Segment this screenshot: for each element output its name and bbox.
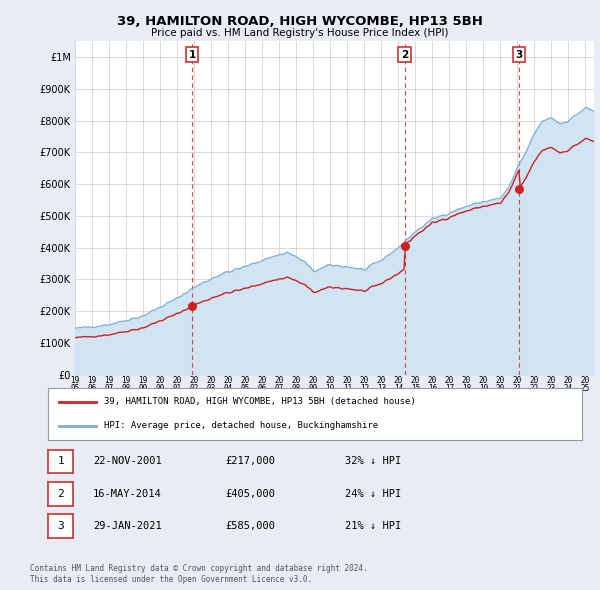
Text: 1: 1 [188,50,196,60]
Text: £585,000: £585,000 [225,522,275,531]
Text: 1: 1 [57,457,64,466]
Text: 24% ↓ HPI: 24% ↓ HPI [345,489,401,499]
Text: Contains HM Land Registry data © Crown copyright and database right 2024.: Contains HM Land Registry data © Crown c… [30,565,368,573]
Text: 21% ↓ HPI: 21% ↓ HPI [345,522,401,531]
Text: 39, HAMILTON ROAD, HIGH WYCOMBE, HP13 5BH: 39, HAMILTON ROAD, HIGH WYCOMBE, HP13 5B… [117,15,483,28]
Text: 16-MAY-2014: 16-MAY-2014 [93,489,162,499]
Text: 22-NOV-2001: 22-NOV-2001 [93,457,162,466]
Text: Price paid vs. HM Land Registry's House Price Index (HPI): Price paid vs. HM Land Registry's House … [151,28,449,38]
Text: £217,000: £217,000 [225,457,275,466]
Text: 2: 2 [401,50,408,60]
Text: HPI: Average price, detached house, Buckinghamshire: HPI: Average price, detached house, Buck… [104,421,378,430]
Text: 32% ↓ HPI: 32% ↓ HPI [345,457,401,466]
Text: 39, HAMILTON ROAD, HIGH WYCOMBE, HP13 5BH (detached house): 39, HAMILTON ROAD, HIGH WYCOMBE, HP13 5B… [104,397,416,406]
Text: 29-JAN-2021: 29-JAN-2021 [93,522,162,531]
Text: This data is licensed under the Open Government Licence v3.0.: This data is licensed under the Open Gov… [30,575,312,584]
Text: 3: 3 [515,50,523,60]
Text: 3: 3 [57,522,64,531]
Text: 2: 2 [57,489,64,499]
Text: £405,000: £405,000 [225,489,275,499]
